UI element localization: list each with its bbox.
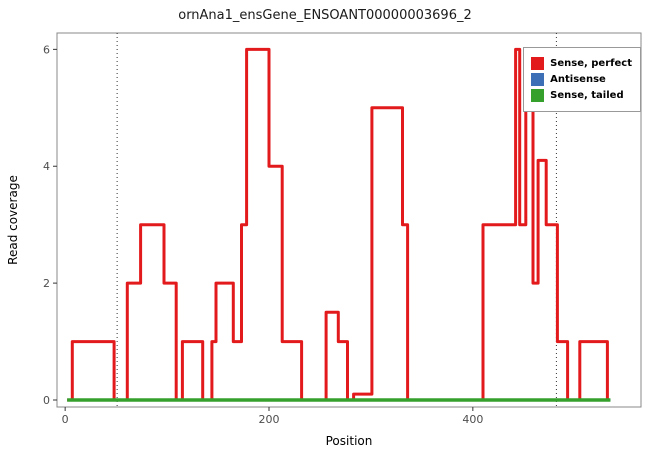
legend-key-sense-tailed [531,89,545,102]
legend-key-sense-perfect [531,57,545,70]
legend-label-sense-tailed: Sense, tailed [550,90,624,101]
y-tick-label: 4 [43,160,50,173]
legend-item-sense-tailed: Sense, tailed [531,89,632,102]
legend-key-antisense [531,73,545,86]
x-tick-label: 200 [258,413,279,426]
series-sense-perfect [67,47,609,402]
legend-label-antisense: Antisense [550,74,606,85]
y-tick-label: 0 [43,394,50,407]
legend-item-antisense: Antisense [531,73,632,86]
y-tick-label: 6 [43,43,50,56]
x-tick-label: 0 [62,413,69,426]
legend: Sense, perfect Antisense Sense, tailed [523,47,641,112]
chart-title: ornAna1_ensGene_ENSOANT00000003696_2 [178,8,472,23]
legend-label-sense-perfect: Sense, perfect [550,58,632,69]
y-tick-label: 2 [43,277,50,290]
x-tick-label: 400 [462,413,483,426]
x-axis-label: Position [325,434,373,448]
legend-item-sense-perfect: Sense, perfect [531,57,632,70]
